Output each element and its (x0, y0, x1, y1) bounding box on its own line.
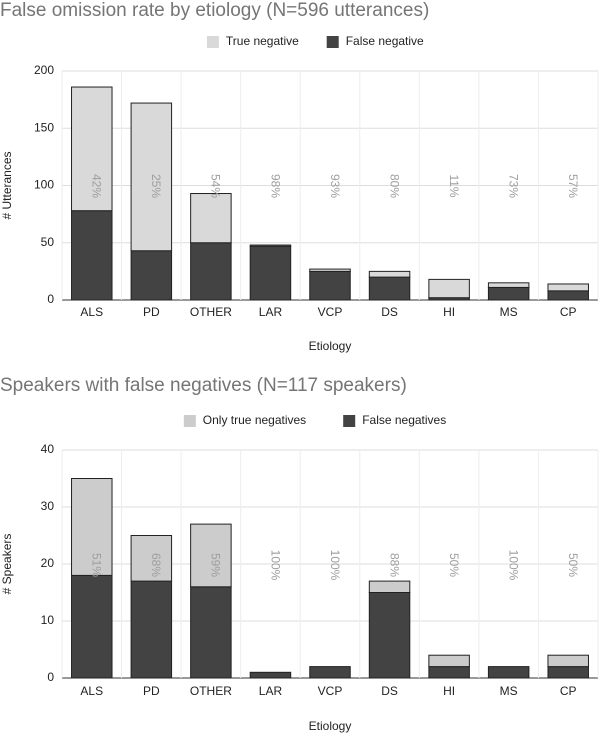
bar-label: 51% (90, 553, 104, 577)
bar-label: 42% (90, 174, 104, 198)
x-tick-label: ALS (80, 684, 103, 698)
bar-segment (428, 278, 470, 299)
bar-label: 80% (387, 174, 401, 198)
bar-label: 54% (209, 174, 223, 198)
bar-segment (190, 523, 232, 588)
bar-segment (309, 268, 351, 272)
x-tick-label: HI (443, 305, 455, 319)
y-tick-label: 10 (41, 613, 55, 627)
bar-segment (428, 654, 470, 668)
bar-segment (487, 282, 530, 288)
legend-label: Only true negatives (203, 413, 306, 427)
bar-segment (130, 250, 173, 301)
x-tick-label: CP (560, 684, 577, 698)
legend-label: False negative (346, 34, 424, 48)
x-tick-label: MS (500, 684, 518, 698)
bar-segment (547, 666, 589, 679)
bar-segment (547, 654, 589, 668)
x-tick-label: DS (381, 684, 398, 698)
y-tick-label: 0 (47, 670, 54, 684)
x-tick-label: OTHER (190, 305, 232, 319)
bar-segment (130, 102, 173, 252)
bar-segment (249, 245, 292, 301)
y-tick-label: 200 (34, 63, 54, 77)
legend-swatch (183, 415, 196, 427)
bar-segment (368, 276, 411, 301)
bar-label: 59% (209, 553, 223, 577)
x-tick-label: OTHER (190, 684, 232, 698)
y-tick-label: 100 (34, 178, 54, 192)
y-axis-title: # Speakers (0, 534, 14, 595)
bar-label: 50% (447, 553, 461, 577)
y-tick-label: 50 (41, 235, 55, 249)
legend-swatch (326, 36, 339, 48)
bar-segment (309, 270, 351, 301)
bar-segment (190, 242, 232, 301)
y-tick-label: 150 (34, 120, 54, 134)
bar-segment (547, 283, 589, 292)
bar-segment (487, 666, 530, 679)
chart-title: Speakers with false negatives (N=117 spe… (0, 375, 407, 396)
x-tick-label: LAR (259, 684, 283, 698)
x-axis-title: Etiology (309, 719, 352, 733)
bar-segment (368, 592, 411, 679)
bar-segment (547, 290, 589, 301)
chart-title: False omission rate by etiology (N=596 u… (0, 0, 429, 21)
bar-label: 88% (387, 553, 401, 577)
bar-segment (71, 478, 113, 576)
x-tick-label: HI (443, 684, 455, 698)
bar-label: 57% (566, 174, 580, 198)
y-tick-label: 30 (41, 499, 55, 513)
bar-segment (428, 666, 470, 679)
bar-segment (309, 666, 351, 679)
bar-segment (190, 193, 232, 244)
bar-segment (190, 586, 232, 679)
bar-segment (71, 210, 113, 301)
bar-label: 50% (566, 553, 580, 577)
x-tick-label: ALS (80, 305, 103, 319)
x-tick-label: LAR (259, 305, 283, 319)
bar-label: 100% (506, 550, 520, 581)
x-tick-label: CP (560, 305, 577, 319)
bar-label: 73% (506, 174, 520, 198)
x-tick-label: PD (143, 305, 160, 319)
bar-segment (130, 535, 173, 582)
bar-segment (487, 286, 530, 301)
bar-segment (249, 244, 292, 247)
bar-segment (130, 580, 173, 679)
y-tick-label: 20 (41, 556, 55, 570)
bar-label: 93% (328, 174, 342, 198)
y-tick-label: 0 (47, 292, 54, 306)
bar-segment (71, 86, 113, 212)
bar-label: 68% (149, 553, 163, 577)
bar-segment (368, 580, 411, 593)
legend-swatch (206, 36, 219, 48)
legend-swatch (343, 415, 356, 427)
bar-label: 100% (268, 550, 282, 581)
legend-label: False negatives (362, 413, 446, 427)
bar-segment (249, 671, 292, 679)
x-tick-label: DS (381, 305, 398, 319)
y-axis-title: # Utterances (0, 151, 14, 219)
x-tick-label: VCP (318, 305, 343, 319)
x-tick-label: MS (500, 305, 518, 319)
x-tick-label: PD (143, 684, 160, 698)
bar-segment (368, 270, 411, 278)
bar-label: 100% (328, 550, 342, 581)
bar-label: 11% (447, 174, 461, 197)
bar-label: 25% (149, 174, 163, 198)
legend-label: True negative (226, 34, 299, 48)
x-tick-label: VCP (318, 684, 343, 698)
bar-segment (71, 574, 113, 679)
y-tick-label: 40 (41, 442, 55, 456)
bar-label: 98% (268, 174, 282, 198)
x-axis-title: Etiology (309, 339, 352, 353)
